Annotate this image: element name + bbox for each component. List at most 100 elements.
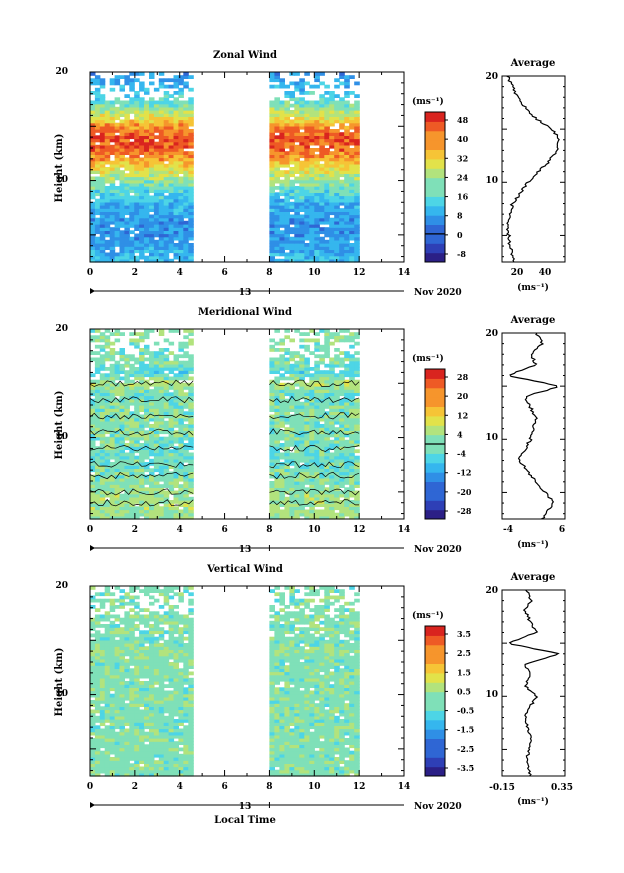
- heatmap-cell: [173, 227, 179, 231]
- heatmap-cell: [124, 100, 130, 105]
- heatmap-cell: [153, 484, 160, 488]
- heatmap-cell: [158, 182, 165, 187]
- heatmap-cell: [119, 465, 125, 469]
- heatmap-cell: [324, 335, 330, 340]
- heatmap-cell: [144, 239, 150, 244]
- heatmap-cell: [168, 738, 175, 742]
- colorbar-band: [425, 462, 445, 473]
- heatmap-cell: [114, 173, 121, 178]
- heatmap-cell: [294, 163, 300, 168]
- heatmap-cell: [158, 382, 165, 387]
- heatmap-cell: [304, 468, 310, 473]
- y-tick-10: 10: [55, 175, 68, 185]
- heatmap-cell: [269, 449, 275, 454]
- heatmap-cell: [99, 198, 106, 203]
- heatmap-cell: [153, 760, 160, 764]
- heatmap-cell: [269, 198, 275, 203]
- heatmap-cell: [178, 493, 184, 498]
- heatmap-cell: [349, 354, 355, 359]
- heatmap-cell: [178, 427, 184, 431]
- heatmap-cell: [144, 189, 150, 193]
- heatmap-cell: [319, 449, 325, 454]
- heatmap-cell: [90, 681, 96, 685]
- heatmap-cell: [329, 420, 335, 425]
- heatmap-cell: [274, 116, 280, 121]
- heatmap-cell: [173, 424, 179, 428]
- heatmap-cell: [344, 408, 350, 412]
- heatmap-cell: [188, 376, 194, 381]
- heatmap-cell: [134, 233, 140, 238]
- heatmap-cell: [149, 427, 155, 431]
- heatmap-cell: [274, 506, 280, 511]
- x-tick-label: 14: [398, 268, 411, 278]
- heatmap-cell: [183, 224, 189, 228]
- heatmap-cell: [134, 167, 140, 171]
- heatmap-cell: [339, 329, 345, 333]
- heatmap-cell: [124, 414, 130, 419]
- heatmap-cell: [314, 208, 320, 212]
- heatmap-cell: [314, 392, 320, 397]
- heatmap-cell: [319, 122, 325, 127]
- heatmap-cell: [294, 233, 300, 238]
- heatmap-cell: [173, 700, 179, 704]
- heatmap-cell: [309, 484, 315, 488]
- heatmap-cell: [139, 398, 145, 403]
- heatmap-cell: [354, 474, 360, 479]
- heatmap-cell: [304, 217, 310, 222]
- heatmap-cell: [119, 201, 125, 206]
- heatmap-cell: [344, 446, 350, 450]
- heatmap-cell: [354, 477, 360, 482]
- heatmap-cell: [304, 258, 310, 263]
- heatmap-cell: [178, 227, 184, 231]
- heatmap-cell: [119, 125, 125, 130]
- heatmap-cell: [139, 512, 145, 517]
- heatmap-cell: [129, 389, 135, 393]
- heatmap-cell: [158, 220, 165, 225]
- heatmap-cell: [90, 452, 96, 457]
- heatmap-cell: [188, 329, 194, 333]
- heatmap-cell: [163, 148, 170, 152]
- heatmap-cell: [178, 132, 184, 136]
- heatmap-cell: [284, 205, 290, 209]
- heatmap-cell: [339, 258, 345, 263]
- heatmap-cell: [299, 430, 305, 435]
- heatmap-cell: [294, 481, 300, 485]
- heatmap-cell: [153, 452, 160, 457]
- heatmap-cell: [178, 684, 184, 688]
- heatmap-cell: [339, 148, 345, 152]
- panel-vertical: Vertical Wind Height (km) 20 10 0 2 4 6 8 10 1…: [54, 564, 573, 826]
- heatmap-cell: [334, 392, 340, 397]
- heatmap-cell: [354, 119, 360, 124]
- heatmap-cell: [139, 696, 145, 701]
- heatmap-cell: [289, 182, 295, 187]
- heatmap-cell: [349, 246, 355, 250]
- heatmap-cell: [90, 249, 96, 254]
- heatmap-cell: [339, 446, 345, 450]
- heatmap-cell: [168, 151, 175, 155]
- heatmap-cell: [354, 182, 360, 187]
- heatmap-cell: [99, 239, 106, 244]
- heatmap-cell: [119, 351, 125, 355]
- heatmap-cell: [274, 141, 280, 146]
- heatmap-cell: [309, 351, 315, 355]
- heatmap-cell: [309, 239, 315, 244]
- heatmap-cell: [178, 474, 184, 479]
- heatmap-cell: [109, 477, 116, 482]
- heatmap-cell: [134, 753, 140, 758]
- heatmap-cell: [289, 386, 295, 390]
- heatmap-cell: [284, 490, 290, 495]
- heatmap-cell: [274, 471, 280, 476]
- heatmap-cell: [90, 382, 96, 387]
- heatmap-cell: [173, 160, 179, 165]
- heatmap-cell: [99, 332, 106, 336]
- heatmap-cell: [173, 189, 179, 193]
- heatmap-cell: [188, 220, 194, 225]
- heatmap-cell: [124, 236, 130, 241]
- heatmap-cell: [274, 220, 280, 225]
- heatmap-cell: [94, 766, 101, 771]
- heatmap-cell: [183, 160, 189, 165]
- heatmap-cell: [309, 386, 315, 390]
- heatmap-cell: [183, 239, 189, 244]
- heatmap-cell: [334, 163, 340, 168]
- heatmap-cell: [339, 214, 345, 219]
